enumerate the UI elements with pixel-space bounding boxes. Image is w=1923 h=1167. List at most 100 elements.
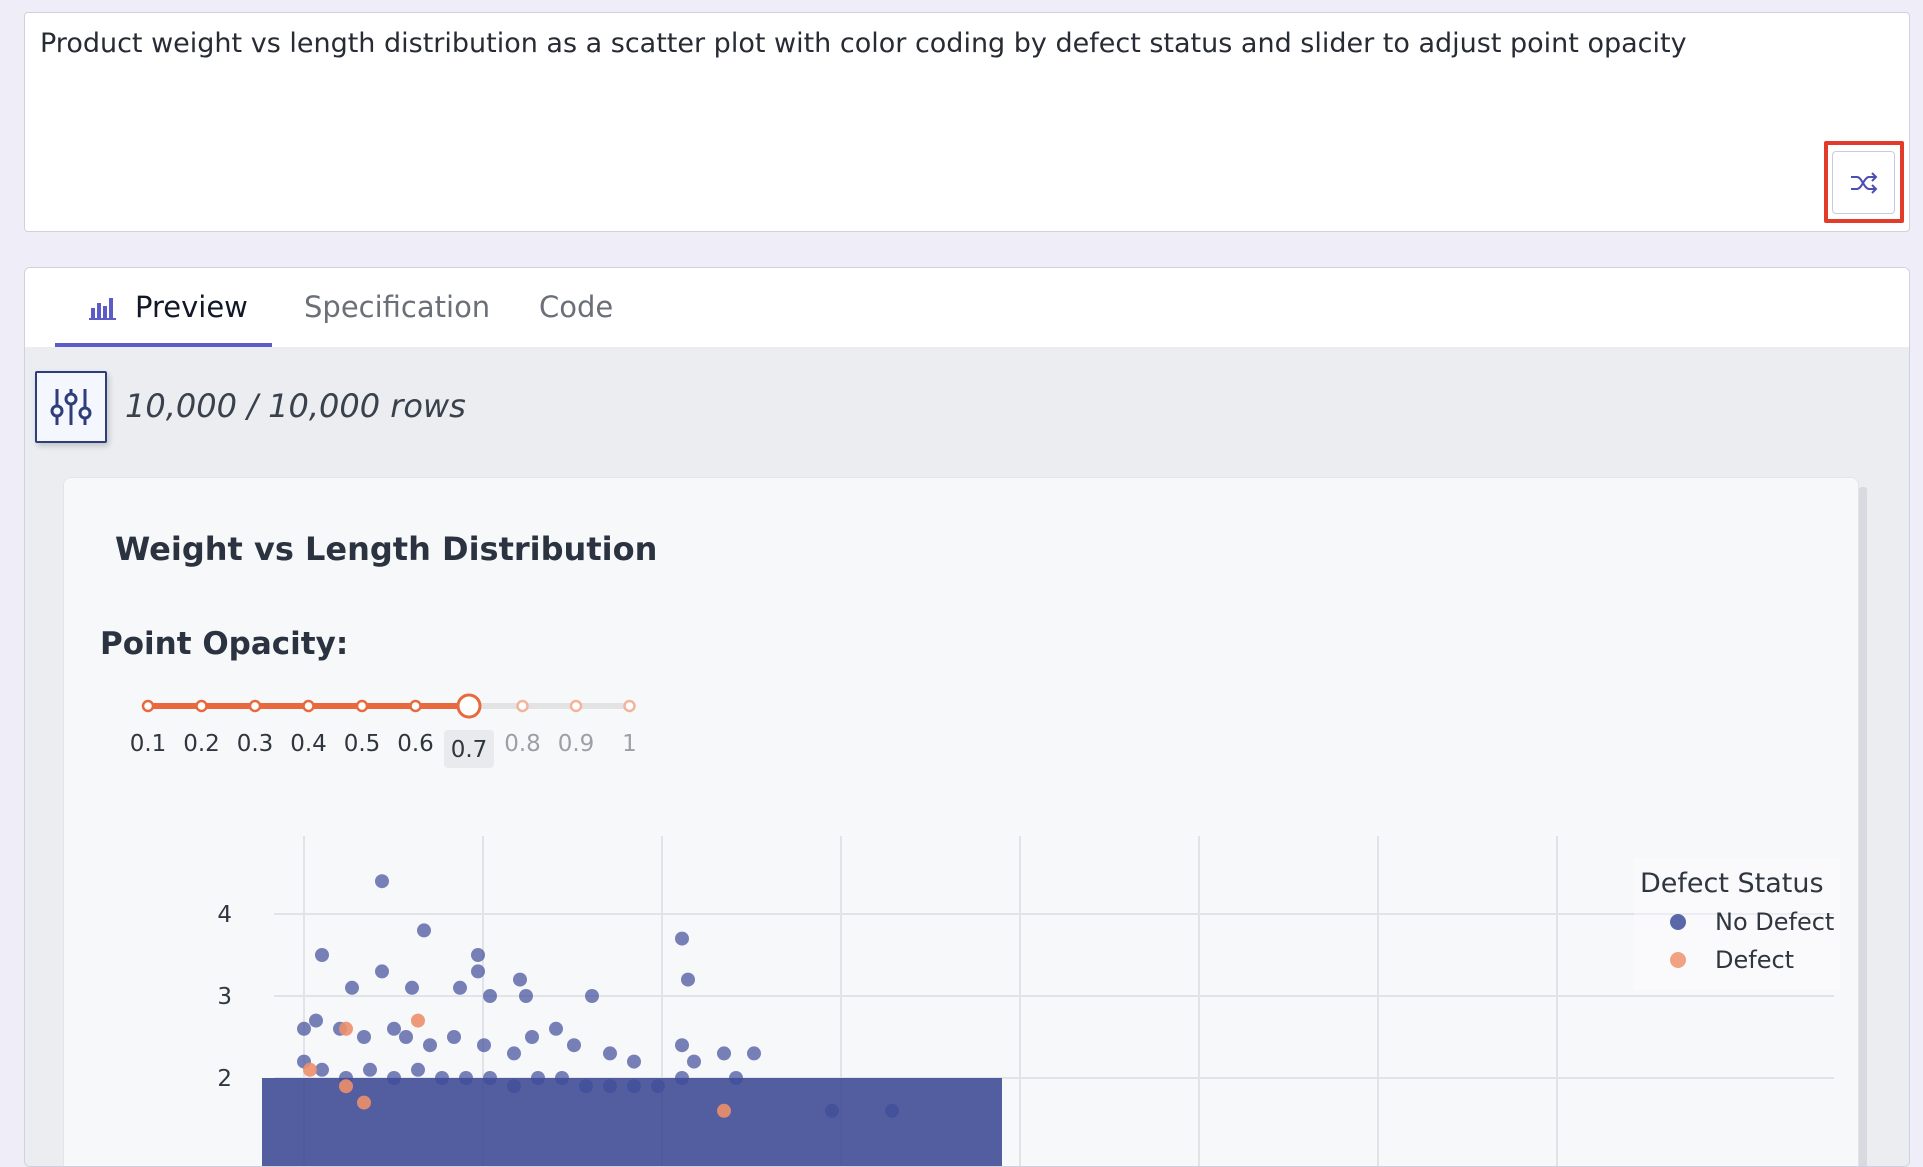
tab-preview-label: Preview [135, 290, 248, 324]
data-point [675, 1071, 689, 1085]
data-point [507, 1046, 521, 1061]
chart-title: Weight vs Length Distribution [115, 530, 658, 568]
legend-dot [1670, 952, 1686, 968]
slider-tick [409, 699, 422, 713]
slider-tick [141, 699, 155, 713]
legend-title: Defect Status [1640, 868, 1824, 899]
slider-tick-label: 0.4 [290, 731, 327, 757]
output-panel: Preview Specification Code 10,000 / 10,0… [24, 267, 1910, 1167]
preview-area: 10,000 / 10,000 rows Weight vs Length Di… [25, 347, 1909, 1167]
opacity-slider[interactable]: 0.1 0.2 0.3 0.4 0.5 0.6 0.7 0.8 0.9 1 [94, 668, 654, 768]
data-point [747, 1046, 761, 1061]
legend-item-defect[interactable]: Defect [1634, 946, 1794, 974]
data-point [339, 1079, 353, 1094]
slider-tick-label: 0.7 [451, 737, 488, 763]
data-point [477, 1038, 491, 1053]
slider-tick [569, 699, 583, 713]
data-point [375, 874, 389, 889]
slider-tick [623, 699, 636, 713]
data-point [387, 1021, 401, 1036]
data-point [357, 1095, 371, 1110]
data-point [399, 1030, 413, 1044]
tab-preview[interactable]: Preview [89, 290, 248, 324]
prompt-text[interactable]: Product weight vs length distribution as… [40, 28, 1687, 59]
data-point [513, 972, 527, 987]
data-point [549, 1021, 563, 1036]
tab-specification-label: Specification [304, 290, 491, 324]
tab-code-label: Code [539, 290, 614, 324]
data-point [375, 964, 389, 979]
data-point [363, 1062, 377, 1077]
slider-tick-label: 0.6 [397, 731, 434, 757]
slider-tick-label: 0.1 [130, 731, 167, 757]
data-point [525, 1030, 539, 1044]
tab-bar: Preview Specification Code [25, 268, 1909, 348]
legend-label: No Defect [1715, 908, 1835, 936]
slider-tick-label: 0.5 [344, 731, 381, 757]
bar-chart-icon [89, 298, 116, 320]
data-point [531, 1071, 545, 1085]
data-point [315, 948, 329, 962]
data-point [423, 1038, 437, 1053]
legend-label: Defect [1715, 946, 1795, 974]
data-point [675, 931, 689, 946]
data-point [411, 1013, 425, 1028]
data-point [471, 964, 485, 979]
data-point [717, 1046, 731, 1061]
data-point [303, 1062, 317, 1077]
data-point [417, 923, 431, 938]
data-point [651, 1079, 665, 1094]
slider-tick [302, 699, 315, 713]
data-point [717, 1103, 731, 1118]
data-point [687, 1054, 701, 1069]
slider-tick [355, 699, 369, 713]
data-point [405, 980, 419, 995]
scrollbar[interactable] [1859, 487, 1867, 1166]
slider-handle [456, 693, 482, 719]
data-point [507, 1079, 521, 1094]
legend-item-no-defect[interactable]: No Defect [1634, 908, 1834, 936]
y-tick-label: 4 [217, 902, 232, 928]
legend-dot [1670, 914, 1686, 930]
data-point [555, 1071, 569, 1085]
data-point [483, 989, 497, 1003]
y-tick-label: 3 [217, 984, 232, 1010]
legend: Defect Status No Defect Defect [1634, 858, 1840, 990]
data-point [315, 1062, 329, 1077]
sliders-icon [50, 389, 92, 425]
slider-tick [248, 699, 262, 713]
data-point [627, 1079, 641, 1094]
filter-button[interactable] [35, 371, 107, 443]
data-point [603, 1046, 617, 1061]
data-point [471, 948, 485, 962]
shuffle-highlight [1824, 141, 1904, 223]
data-point [567, 1038, 581, 1053]
shuffle-button[interactable] [1832, 151, 1895, 214]
data-point [357, 1030, 371, 1044]
opacity-label: Point Opacity: [100, 626, 349, 662]
data-point [339, 1021, 353, 1036]
data-point [729, 1071, 743, 1085]
tab-code[interactable]: Code [539, 290, 613, 324]
data-point [447, 1030, 461, 1044]
data-point [885, 1103, 899, 1118]
data-point [411, 1062, 425, 1077]
data-point [627, 1054, 641, 1069]
scatter-plot[interactable]: 4 3 2 [104, 828, 1844, 1167]
slider-tick-label: 1 [622, 731, 637, 757]
active-tab-indicator [55, 343, 272, 347]
shuffle-icon [1850, 171, 1877, 194]
chart-card: Weight vs Length Distribution Point Opac… [63, 477, 1859, 1167]
data-point [585, 989, 599, 1003]
slider-tick [516, 699, 529, 713]
slider-tick-label: 0.3 [237, 731, 274, 757]
tab-specification[interactable]: Specification [304, 290, 490, 324]
slider-tick-label: 0.2 [183, 731, 220, 757]
slider-tick-label: 0.9 [558, 731, 595, 757]
data-point [825, 1103, 839, 1118]
data-point [297, 1021, 311, 1036]
y-tick-label: 2 [217, 1066, 232, 1092]
prompt-input[interactable]: Product weight vs length distribution as… [24, 12, 1910, 232]
data-point [579, 1079, 593, 1094]
slider-value-bubble [444, 730, 494, 768]
